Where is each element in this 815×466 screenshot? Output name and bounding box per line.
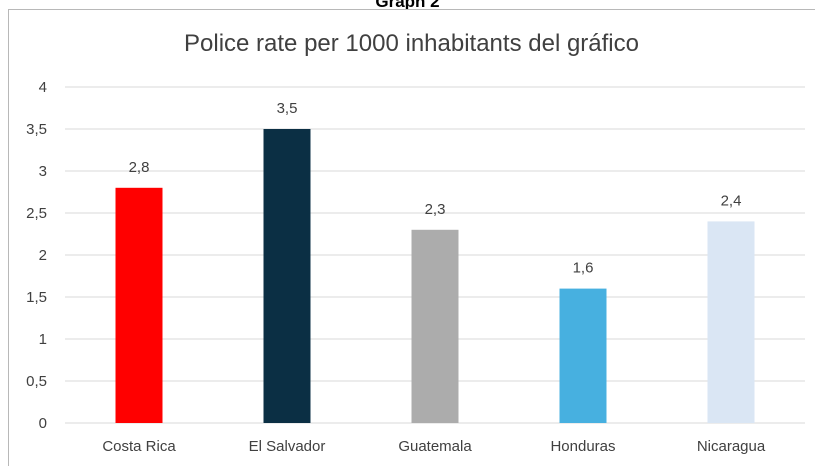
chart-title: Police rate per 1000 inhabitants del grá… bbox=[184, 30, 639, 57]
x-category-label: El Salvador bbox=[249, 438, 326, 455]
x-axis-categories: Costa Rica El Salvador Guatemala Honduras Ni… bbox=[102, 438, 766, 455]
data-label: 2,3 bbox=[425, 201, 446, 218]
y-tick-label: 1,5 bbox=[26, 289, 47, 306]
y-tick-label: 2,5 bbox=[26, 205, 47, 222]
y-tick-label: 3,5 bbox=[26, 121, 47, 138]
bar-nicaragua bbox=[707, 221, 755, 423]
x-category-label: Nicaragua bbox=[697, 438, 766, 455]
page-heading-text: Graph 2 bbox=[375, 0, 440, 11]
page-heading: Graph 2 bbox=[0, 0, 815, 12]
x-category-label: Honduras bbox=[550, 438, 615, 455]
data-label: 1,6 bbox=[573, 260, 594, 277]
data-labels: 2,8 3,5 2,3 1,6 2,4 bbox=[129, 100, 742, 277]
x-category-label: Guatemala bbox=[398, 438, 472, 455]
bar-costa-rica bbox=[115, 187, 163, 423]
data-label: 3,5 bbox=[277, 100, 298, 117]
bar-honduras bbox=[559, 288, 607, 423]
x-category-label: Costa Rica bbox=[102, 438, 176, 455]
y-tick-label: 1 bbox=[39, 331, 47, 348]
bars bbox=[115, 129, 755, 423]
y-tick-label: 2 bbox=[39, 247, 47, 264]
bar-el-salvador bbox=[263, 129, 311, 423]
data-label: 2,8 bbox=[129, 159, 150, 176]
y-axis-ticks: 0 0,5 1 1,5 2 2,5 3 3,5 4 bbox=[26, 79, 47, 432]
y-tick-label: 0 bbox=[39, 415, 47, 432]
y-tick-label: 0,5 bbox=[26, 373, 47, 390]
y-tick-label: 3 bbox=[39, 163, 47, 180]
bar-guatemala bbox=[411, 229, 459, 423]
data-label: 2,4 bbox=[721, 192, 742, 209]
y-tick-label: 4 bbox=[39, 79, 47, 96]
